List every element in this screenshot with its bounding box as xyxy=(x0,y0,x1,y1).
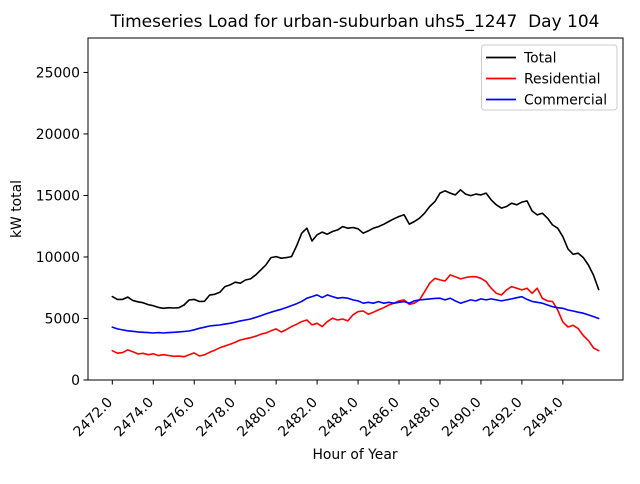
x-axis-label: Hour of Year xyxy=(312,447,397,463)
x-tick-label: 2490.0 xyxy=(439,395,485,441)
x-tick-label: 2488.0 xyxy=(398,395,444,441)
x-tick-label: 2476.0 xyxy=(152,395,198,441)
series-line-commercial xyxy=(111,294,600,334)
x-tick-label: 2484.0 xyxy=(316,395,362,441)
x-tick-label: 2494.0 xyxy=(521,395,567,441)
x-tick-label: 2478.0 xyxy=(193,395,239,441)
x-tick-label: 2492.0 xyxy=(480,395,526,441)
y-tick-label: 0 xyxy=(71,373,80,389)
legend: Total Residential Commercial xyxy=(481,44,618,111)
y-tick-label: 15000 xyxy=(36,188,80,204)
legend-frame xyxy=(481,44,618,111)
y-tick-label: 25000 xyxy=(36,65,80,81)
chart-title: Timeseries Load for urban-suburban uhs5_… xyxy=(110,12,600,32)
x-axis-ticks: 2472.02474.02476.02478.02480.02482.02484… xyxy=(70,380,567,441)
x-tick-label: 2472.0 xyxy=(70,395,116,441)
data-series-lines xyxy=(111,189,600,358)
y-axis-label: kW total xyxy=(9,180,25,238)
legend-label-total: Total xyxy=(523,51,556,67)
x-tick-label: 2482.0 xyxy=(275,395,321,441)
series-line-residential xyxy=(111,274,600,358)
legend-label-commercial: Commercial xyxy=(524,93,607,109)
series-line-total xyxy=(111,189,600,310)
y-axis-ticks: 0 5000 10000 15000 20000 25000 xyxy=(36,65,88,389)
x-tick-label: 2486.0 xyxy=(357,395,403,441)
x-tick-label: 2480.0 xyxy=(234,395,280,441)
x-tick-label: 2474.0 xyxy=(111,395,157,441)
legend-label-residential: Residential xyxy=(524,72,601,88)
plot-area-border xyxy=(87,37,624,381)
y-tick-label: 5000 xyxy=(45,311,80,327)
y-tick-label: 10000 xyxy=(36,250,80,266)
y-tick-label: 20000 xyxy=(36,127,80,143)
